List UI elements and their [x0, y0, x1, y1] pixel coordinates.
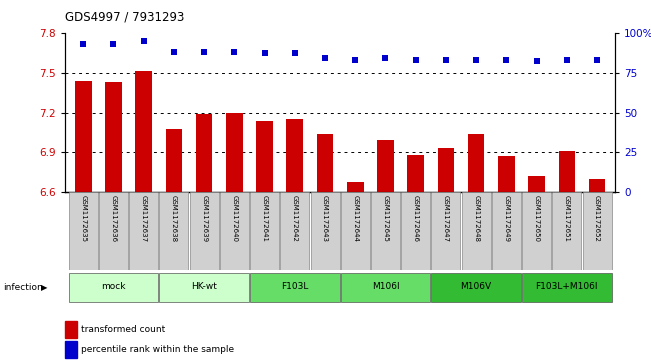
Bar [226, 113, 243, 192]
Bar [408, 155, 424, 192]
Point [259, 50, 270, 56]
Bar [189, 192, 219, 270]
Point [320, 55, 330, 61]
Text: GSM1172638: GSM1172638 [171, 195, 177, 242]
Text: F103L+M106I: F103L+M106I [536, 282, 598, 291]
Bar [340, 192, 370, 270]
Text: GSM1172635: GSM1172635 [80, 195, 86, 242]
Bar [105, 82, 122, 192]
Text: ▶: ▶ [41, 283, 48, 292]
Text: GSM1172647: GSM1172647 [443, 195, 449, 242]
Text: GSM1172646: GSM1172646 [413, 195, 419, 242]
Point [380, 55, 391, 61]
Point [531, 58, 542, 64]
Text: GSM1172652: GSM1172652 [594, 195, 600, 242]
Point [441, 57, 451, 63]
Bar [468, 134, 484, 192]
Text: GSM1172643: GSM1172643 [322, 195, 328, 242]
Point [169, 49, 179, 55]
Bar [347, 182, 363, 192]
Point [471, 57, 481, 63]
Text: M106I: M106I [372, 282, 399, 291]
Point [562, 57, 572, 63]
Text: GSM1172648: GSM1172648 [473, 195, 479, 242]
Bar [498, 156, 515, 192]
Point [350, 57, 361, 63]
Bar [340, 273, 430, 302]
Bar [256, 121, 273, 192]
Text: GSM1172651: GSM1172651 [564, 195, 570, 242]
Bar [196, 114, 212, 192]
Bar [462, 192, 491, 270]
Bar [311, 192, 340, 270]
Bar [286, 119, 303, 192]
Bar [281, 192, 309, 270]
Point [78, 41, 89, 47]
Bar [432, 273, 521, 302]
Point [229, 49, 240, 55]
Point [501, 57, 512, 63]
Point [108, 41, 118, 47]
Bar [583, 192, 611, 270]
Point [139, 38, 149, 44]
Bar [250, 273, 340, 302]
Bar [589, 179, 605, 192]
Bar [220, 192, 249, 270]
Point [411, 57, 421, 63]
Bar [75, 81, 92, 192]
Bar [159, 192, 188, 270]
Text: GSM1172637: GSM1172637 [141, 195, 146, 242]
Text: F103L: F103L [281, 282, 309, 291]
Bar [165, 129, 182, 192]
Text: infection: infection [3, 283, 43, 292]
Bar [552, 192, 581, 270]
Text: M106V: M106V [461, 282, 492, 291]
Point [290, 50, 300, 56]
Bar [69, 273, 158, 302]
Text: transformed count: transformed count [81, 325, 165, 334]
Text: mock: mock [101, 282, 126, 291]
Bar [69, 192, 98, 270]
Bar [401, 192, 430, 270]
Text: GSM1172650: GSM1172650 [534, 195, 540, 242]
Text: GSM1172644: GSM1172644 [352, 195, 358, 242]
Bar [99, 192, 128, 270]
Bar [250, 192, 279, 270]
Text: HK-wt: HK-wt [191, 282, 217, 291]
Text: GSM1172639: GSM1172639 [201, 195, 207, 242]
Bar [529, 176, 545, 192]
Bar [317, 134, 333, 192]
Bar [371, 192, 400, 270]
Point [199, 49, 210, 55]
Text: GSM1172642: GSM1172642 [292, 195, 298, 242]
Bar [492, 192, 521, 270]
Text: percentile rank within the sample: percentile rank within the sample [81, 345, 234, 354]
Bar [522, 192, 551, 270]
Bar [437, 148, 454, 192]
Text: GSM1172636: GSM1172636 [111, 195, 117, 242]
Text: GSM1172645: GSM1172645 [383, 195, 389, 242]
Bar [559, 151, 575, 192]
Bar [135, 71, 152, 192]
Text: GSM1172640: GSM1172640 [231, 195, 238, 242]
Point [592, 57, 602, 63]
Bar [159, 273, 249, 302]
Text: GSM1172649: GSM1172649 [503, 195, 509, 242]
Bar [129, 192, 158, 270]
Text: GDS4997 / 7931293: GDS4997 / 7931293 [65, 11, 184, 24]
Bar [522, 273, 611, 302]
Bar [432, 192, 460, 270]
Bar [377, 140, 394, 192]
Text: GSM1172641: GSM1172641 [262, 195, 268, 242]
